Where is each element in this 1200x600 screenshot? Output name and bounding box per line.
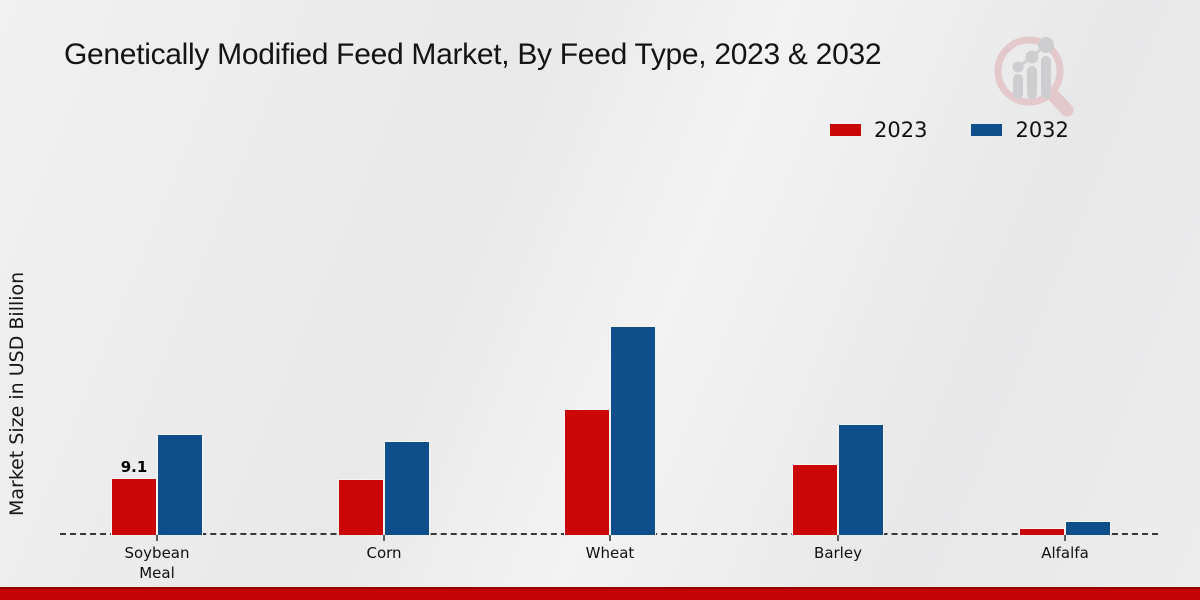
- x-tick-barley: [837, 535, 839, 541]
- category-label-corn: Corn: [366, 544, 402, 562]
- legend-swatch-2023: [830, 124, 861, 136]
- x-tick-wheat: [609, 535, 611, 541]
- x-tick-alfalfa: [1064, 535, 1066, 541]
- bar-2023-corn: [338, 479, 384, 535]
- legend-swatch-2032: [971, 124, 1003, 136]
- bar-value-label-soybean-meal: 9.1: [120, 458, 148, 476]
- footer-accent-bar: [0, 587, 1200, 600]
- bar-2023-alfalfa: [1019, 528, 1065, 535]
- legend-label-2032: 2032: [1015, 118, 1069, 142]
- bar-2032-alfalfa: [1065, 521, 1111, 535]
- bar-2023-wheat: [564, 409, 610, 535]
- legend-label-2023: 2023: [874, 118, 928, 142]
- category-label-soybean-meal: Soybean Meal: [124, 544, 190, 583]
- bar-2032-soybean-meal: [157, 434, 203, 535]
- category-label-wheat: Wheat: [585, 544, 635, 562]
- bar-2032-wheat: [610, 326, 656, 535]
- bar-chart-magnifier-logo-icon: [988, 26, 1084, 118]
- y-axis-label: Market Size in USD Billion: [6, 271, 28, 517]
- bar-2023-barley: [792, 464, 838, 535]
- bar-2032-barley: [838, 424, 884, 535]
- category-label-alfalfa: Alfalfa: [1041, 544, 1089, 562]
- legend-item-2032: 2032: [971, 118, 1069, 142]
- bar-2023-soybean-meal: [111, 478, 157, 535]
- category-label-barley: Barley: [814, 544, 862, 562]
- x-tick-corn: [383, 535, 385, 541]
- chart-title: Genetically Modified Feed Market, By Fee…: [64, 38, 882, 71]
- bar-2032-corn: [384, 441, 430, 535]
- legend-item-2023: 2023: [830, 118, 927, 142]
- legend: 2023 2032: [830, 118, 1069, 142]
- x-tick-soybean-meal: [156, 535, 158, 541]
